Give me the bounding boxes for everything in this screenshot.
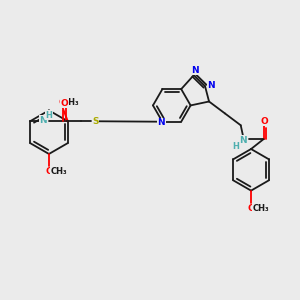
Text: N: N: [39, 116, 47, 125]
Text: N: N: [207, 81, 215, 90]
Text: O: O: [247, 204, 255, 213]
Text: S: S: [92, 117, 99, 126]
Text: N: N: [158, 118, 165, 127]
Text: CH₃: CH₃: [50, 167, 67, 176]
Text: N: N: [191, 66, 199, 75]
Text: H: H: [232, 142, 239, 151]
Text: CH₃: CH₃: [253, 204, 269, 213]
Text: O: O: [45, 167, 53, 176]
Text: O: O: [58, 98, 66, 107]
Text: O: O: [61, 99, 69, 108]
Text: O: O: [261, 117, 268, 126]
Text: N: N: [239, 136, 247, 145]
Text: H: H: [46, 111, 52, 120]
Text: CH₃: CH₃: [62, 98, 79, 107]
